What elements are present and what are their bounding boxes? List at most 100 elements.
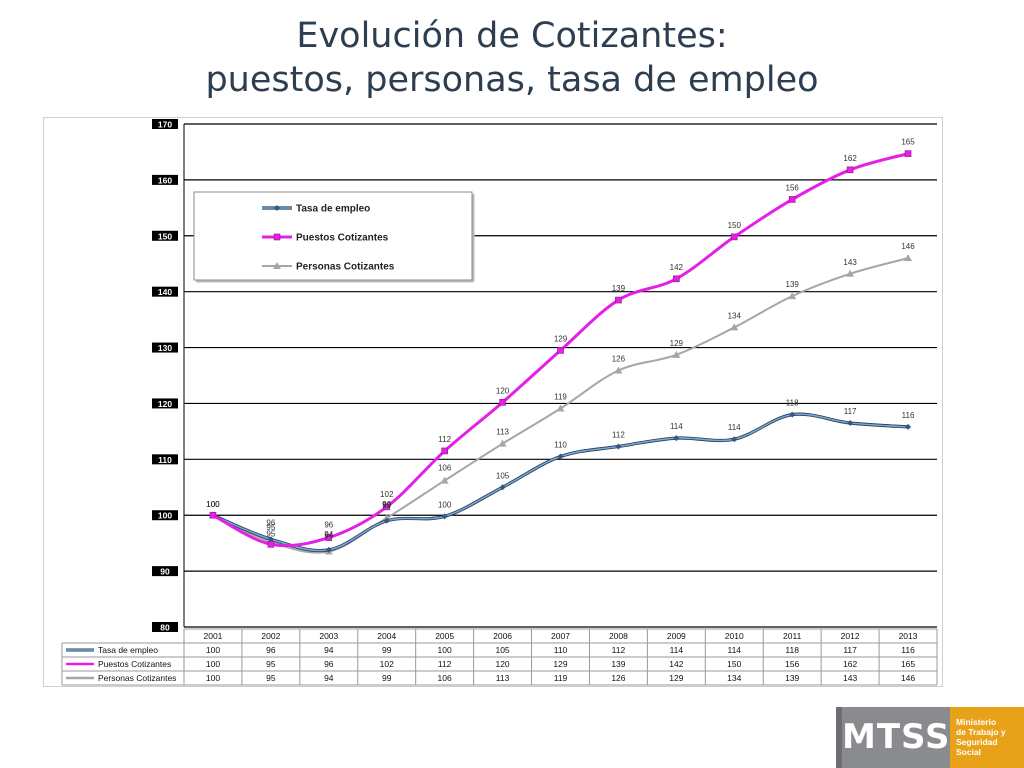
mtss-logo: MTSS Ministerio de Trabajo y Seguridad S…: [836, 707, 1024, 768]
data-label: 156: [786, 183, 800, 192]
x-tick-label: 2012: [841, 631, 860, 641]
table-cell: 116: [901, 645, 915, 655]
data-point: [499, 399, 506, 406]
table-cell: 129: [553, 659, 567, 669]
table-row-label: Tasa de empleo: [98, 645, 158, 655]
y-tick-bg: [152, 398, 178, 409]
data-label: 106: [438, 464, 452, 473]
y-tick-label: 140: [158, 287, 172, 297]
data-label: 102: [380, 490, 394, 499]
y-tick-label: 150: [158, 231, 172, 241]
x-tick-label: 2009: [667, 631, 686, 641]
chart-frame: 80 90 100 110 120 130 140 150 160 170 100 96 94 99 100…: [43, 117, 943, 687]
table-cell: 156: [785, 659, 799, 669]
table-cell: 162: [843, 659, 857, 669]
table-cell: 94: [324, 673, 334, 683]
data-label: 95: [266, 523, 275, 532]
data-point: [673, 275, 680, 283]
data-point: [273, 262, 281, 269]
data-point: [556, 404, 565, 412]
y-tick-bg: [152, 174, 178, 185]
data-point: [274, 205, 280, 211]
legend-label: Tasa de empleo: [296, 204, 370, 215]
logo-side-line: Seguridad: [956, 737, 998, 747]
table-cell: 113: [496, 673, 510, 683]
y-tick-bg: [152, 454, 178, 465]
x-tick-label: 2001: [204, 631, 223, 641]
table-cell: 118: [785, 645, 799, 655]
data-label: 129: [554, 334, 568, 343]
data-label: 99: [382, 500, 391, 509]
y-tick-bg: [152, 342, 178, 353]
table-cell: 139: [611, 659, 625, 669]
data-point: [788, 292, 797, 300]
data-label: 142: [670, 263, 684, 272]
data-point: [499, 484, 506, 491]
data-point: [672, 350, 681, 358]
data-label: 116: [902, 411, 915, 420]
logo-bar: [836, 707, 842, 768]
data-point: [847, 420, 854, 427]
data-point: [557, 453, 564, 460]
data-point: [615, 443, 622, 450]
table-cell: 100: [438, 645, 452, 655]
legend-label: Puestos Cotizantes: [296, 233, 389, 244]
y-tick-bg: [152, 510, 178, 521]
slide-title: Evolución de Cotizantes: puestos, person…: [0, 14, 1024, 102]
data-label: 150: [728, 221, 742, 230]
y-tick-bg: [152, 230, 178, 241]
data-point: [383, 503, 391, 511]
table-cell: 106: [438, 673, 452, 683]
table-cell: 143: [843, 673, 857, 683]
data-point: [614, 366, 623, 374]
data-label: 114: [728, 423, 741, 432]
table-cell: 96: [266, 645, 276, 655]
logo-main-text: MTSS: [842, 707, 950, 768]
data-label: 134: [728, 311, 742, 320]
table-cell: 100: [206, 645, 220, 655]
logo-side-line: Social: [956, 747, 982, 757]
y-tick-label: 130: [158, 343, 172, 353]
x-tick-label: 2005: [435, 631, 454, 641]
series-line: [212, 413, 909, 552]
data-point: [557, 347, 564, 354]
y-tick-label: 80: [160, 623, 170, 633]
table-cell: 110: [554, 645, 568, 655]
data-point: [441, 513, 448, 520]
data-label: 100: [438, 500, 452, 509]
table-cell: 119: [554, 673, 568, 683]
data-label: 139: [612, 284, 626, 293]
table-cell: 99: [382, 673, 392, 683]
table-cell: 126: [611, 673, 625, 683]
x-tick-label: 2011: [783, 631, 802, 641]
table-cell: 146: [901, 673, 915, 683]
table-row-label: Personas Cotizantes: [98, 673, 176, 683]
y-tick-label: 110: [158, 455, 172, 465]
data-point: [615, 296, 622, 304]
data-point: [673, 435, 680, 442]
data-point: [730, 323, 739, 331]
table-cell: 95: [266, 659, 276, 669]
data-label: 95: [266, 529, 275, 538]
y-tick-bg: [152, 286, 178, 297]
data-point: [846, 166, 854, 174]
data-point: [267, 540, 275, 548]
data-label: 139: [786, 280, 800, 289]
table-cell: 114: [670, 645, 684, 655]
x-tick-label: 2004: [377, 631, 396, 641]
table-row-label: Puestos Cotizantes: [98, 659, 171, 669]
table-cell: 129: [669, 673, 683, 683]
y-tick-label: 120: [158, 399, 172, 409]
series-line-outline: [212, 412, 909, 553]
x-tick-label: 2007: [551, 631, 570, 641]
table-cell: 95: [266, 673, 276, 683]
table-cell: 112: [612, 645, 626, 655]
table-cell: 112: [438, 659, 452, 669]
logo-side-text: Ministerio de Trabajo y Seguridad Social: [950, 707, 1024, 768]
x-tick-label: 2002: [261, 631, 280, 641]
x-tick-label: 2013: [899, 631, 918, 641]
data-label: 94: [324, 530, 333, 539]
data-label: 112: [612, 430, 625, 439]
data-label: 112: [438, 435, 451, 444]
